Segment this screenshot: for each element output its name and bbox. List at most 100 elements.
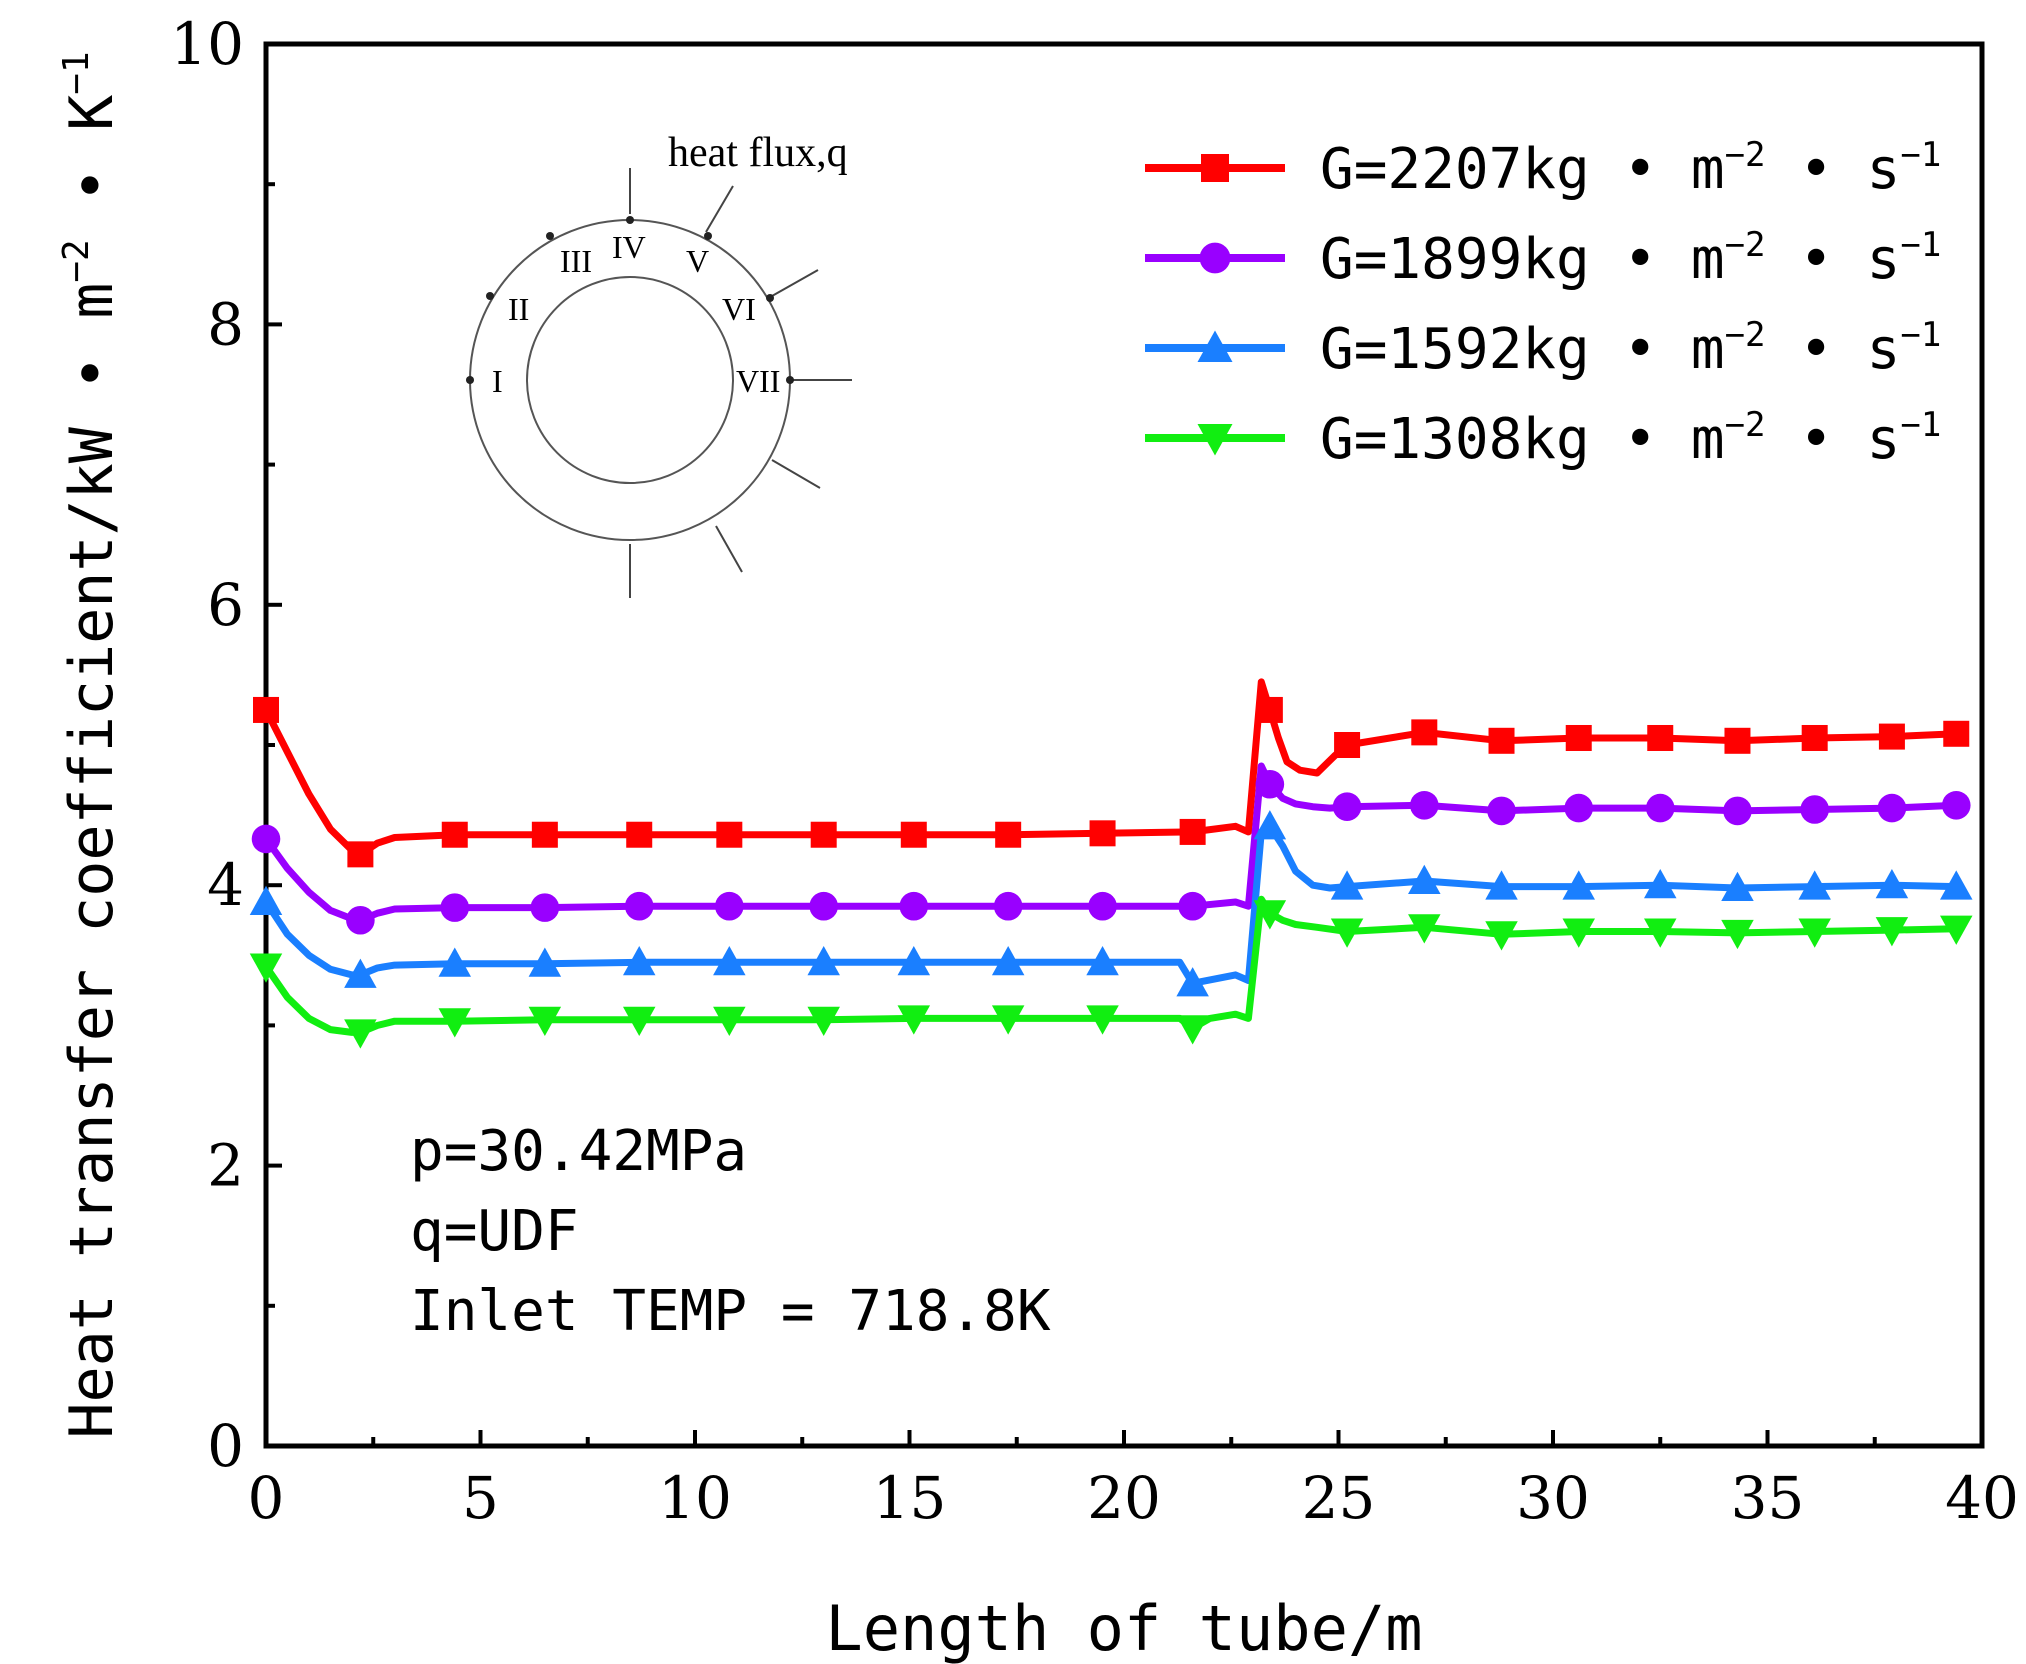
circle-marker: [715, 891, 744, 921]
square-marker: [1565, 724, 1592, 751]
triangle-down-marker: [1176, 1015, 1209, 1045]
square-marker: [1334, 732, 1361, 758]
square-marker: [626, 821, 653, 848]
x-axis-label: Length of tube/m: [825, 1592, 1422, 1664]
y-axis-label-exp1: −2: [56, 239, 97, 282]
svg-text:Heat transfer coefficient/kW •: Heat transfer coefficient/kW • m−2 • K−1: [56, 51, 127, 1438]
triangle-down-marker: [438, 1008, 472, 1038]
legend-item: G=1592kg • m−2 • s−1: [1145, 315, 1941, 382]
square-marker: [995, 821, 1022, 848]
x-axis-ticks: 0 5 10 15 20 25 30 35 40: [248, 1430, 2019, 1532]
legend-label: G=1899kg • m−2 • s−1: [1320, 225, 1941, 292]
square-marker: [347, 841, 374, 868]
square-marker: [1647, 724, 1674, 751]
series-1: [251, 762, 1971, 935]
triangle-up-marker: [1408, 864, 1441, 894]
triangle-down-marker: [807, 1006, 840, 1037]
triangle-up-marker: [1940, 870, 1973, 900]
triangle-down-marker: [1408, 914, 1441, 944]
inset-inner-circle: [526, 276, 734, 484]
triangle-down-marker: [991, 1005, 1025, 1035]
legend-label: G=2207kg • m−2 • s−1: [1320, 135, 1941, 202]
triangle-down-marker: [1086, 1005, 1119, 1035]
inset-label-i: I: [492, 363, 503, 399]
x-tick-label: 0: [248, 1464, 285, 1532]
x-tick-label: 10: [658, 1464, 732, 1532]
square-marker: [253, 696, 279, 723]
triangle-up-marker: [1485, 870, 1518, 900]
triangle-up-marker: [991, 946, 1025, 976]
square-marker: [716, 821, 743, 848]
y-axis-label: Heat transfer coefficient/kW • m−2 • K−1: [56, 51, 127, 1438]
circle-marker: [1332, 792, 1362, 821]
triangle-down-marker: [249, 953, 283, 983]
square-marker: [1179, 818, 1206, 845]
conditions-annotation: p=30.42MPa q=UDF Inlet TEMP = 718.8K: [410, 1119, 1051, 1344]
inset-tube-diagram: heat flux,q I II III IV V VI VII: [466, 130, 852, 598]
triangle-up-marker: [1721, 871, 1754, 902]
triangle-down-marker: [344, 1019, 377, 1049]
circle-marker: [1645, 793, 1675, 823]
circle-marker: [1487, 796, 1516, 826]
y-tick-label: 2: [207, 1132, 244, 1200]
triangle-up-marker: [622, 946, 656, 976]
triangle-down-marker: [1940, 915, 1973, 945]
inset-label-ii: II: [508, 291, 529, 327]
square-marker: [1488, 727, 1515, 754]
triangle-down-marker: [897, 1005, 931, 1035]
circle-marker: [346, 905, 375, 935]
triangle-down-marker: [1485, 921, 1518, 951]
y-tick-label: 6: [207, 571, 244, 639]
inset-title: heat flux,q: [668, 130, 848, 176]
inset-points: [466, 216, 794, 384]
circle-marker: [1199, 242, 1231, 274]
triangle-down-marker: [1330, 918, 1364, 948]
triangle-down-marker: [1644, 918, 1677, 948]
circle-marker: [899, 891, 929, 921]
square-marker: [1878, 723, 1905, 750]
annotation-inlet-temp: Inlet TEMP = 718.8K: [410, 1279, 1051, 1344]
square-marker: [1256, 696, 1283, 723]
y-tick-label: 0: [207, 1412, 244, 1480]
series-3: [249, 895, 1973, 1049]
x-tick-label: 30: [1516, 1464, 1590, 1532]
circle-marker: [251, 824, 281, 854]
square-marker: [1089, 820, 1116, 847]
triangle-down-marker: [1798, 918, 1831, 948]
inset-label-vii: VII: [736, 363, 780, 399]
triangle-down-marker: [1721, 919, 1754, 950]
inset-label-v: V: [686, 243, 709, 279]
triangle-up-marker: [1644, 868, 1677, 899]
circle-marker: [1410, 790, 1439, 820]
x-tick-label: 40: [1945, 1464, 2019, 1532]
square-marker: [531, 821, 558, 848]
legend-item: G=1899kg • m−2 • s−1: [1145, 225, 1941, 292]
square-marker: [1411, 719, 1438, 746]
triangle-down-marker: [622, 1006, 656, 1037]
triangle-down-marker: [1875, 917, 1909, 947]
y-axis-label-mid: • K: [57, 95, 127, 240]
inset-label-iv: IV: [612, 229, 646, 265]
annotation-pressure: p=30.42MPa: [410, 1119, 747, 1184]
triangle-up-marker: [807, 946, 840, 976]
triangle-down-marker: [1562, 918, 1595, 948]
circle-marker: [1941, 790, 1971, 820]
x-tick-label: 35: [1731, 1464, 1805, 1532]
square-marker: [1801, 724, 1828, 751]
triangle-up-marker: [1798, 870, 1831, 900]
triangle-up-marker: [528, 947, 562, 977]
triangle-up-marker: [438, 947, 472, 977]
triangle-up-marker: [1176, 967, 1209, 997]
triangle-down-marker: [1197, 424, 1233, 456]
triangle-up-marker: [713, 946, 746, 976]
triangle-down-marker: [1253, 900, 1287, 930]
inset-arrows: [629, 168, 852, 598]
y-tick-label: 10: [170, 10, 244, 78]
circle-marker: [624, 891, 654, 921]
circle-marker: [530, 893, 560, 922]
y-tick-label: 4: [207, 851, 244, 919]
legend-item: G=2207kg • m−2 • s−1: [1145, 135, 1941, 202]
square-marker: [900, 821, 927, 848]
circle-marker: [1800, 795, 1829, 824]
